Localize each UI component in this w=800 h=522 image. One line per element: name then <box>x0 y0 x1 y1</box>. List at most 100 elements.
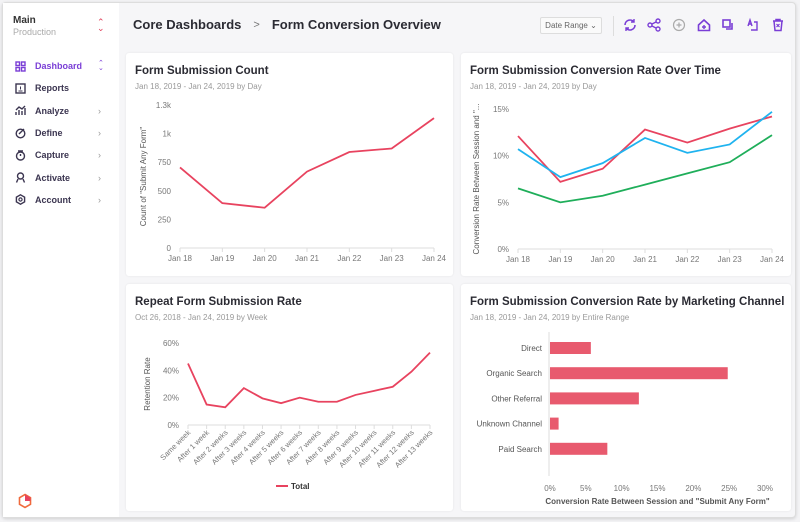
chevron-right-icon[interactable]: › <box>98 105 101 116</box>
updown-chevron-icon[interactable]: ⌃ ⌄ <box>98 60 104 73</box>
chart-subtitle: Jan 18, 2019 - Jan 24, 2019 by Day <box>470 82 597 91</box>
x-tick-label: 5% <box>580 484 592 493</box>
sidebar-item-account[interactable]: Account › <box>3 189 119 211</box>
refresh-button[interactable] <box>622 17 638 33</box>
y-tick-label: 40% <box>163 366 179 375</box>
chevron-right-icon[interactable]: › <box>98 194 101 205</box>
home-icon <box>697 18 711 32</box>
chevron-down-icon: ⌄ <box>590 21 597 30</box>
x-tick-label: Jan 24 <box>760 255 785 264</box>
chart-title: Form Submission Count <box>135 65 269 77</box>
x-tick-label: 10% <box>614 484 630 493</box>
rename-icon <box>747 17 758 31</box>
x-tick-label: Jan 22 <box>675 255 700 264</box>
bar-organic-search <box>550 367 728 380</box>
x-tick-label: 25% <box>721 484 737 493</box>
card-conversion-over-time: Form Submission Conversion Rate Over Tim… <box>461 53 791 276</box>
chart-title: Repeat Form Submission Rate <box>135 296 302 308</box>
y-tick-label: 1k <box>163 130 172 139</box>
chevron-right-icon[interactable]: › <box>98 150 101 161</box>
sidebar-item-analyze[interactable]: Analyze › <box>3 100 119 122</box>
project-name: Main <box>13 15 36 26</box>
x-tick-label: Jan 21 <box>295 254 320 263</box>
share-icon <box>647 18 661 32</box>
y-tick-label: Direct <box>521 344 543 353</box>
y-tick-label: 250 <box>158 215 172 224</box>
y-tick-label: 1.3k <box>156 101 172 110</box>
grid-icon <box>15 60 26 72</box>
y-axis-label: Retention Rate <box>143 357 152 411</box>
bar-paid-search <box>550 442 608 455</box>
y-tick-label: 500 <box>158 187 172 196</box>
bar-unknown-channel <box>550 417 559 430</box>
x-tick-label: 0% <box>544 484 556 493</box>
x-tick-label: Jan 18 <box>506 255 531 264</box>
breadcrumb-core-dashboards[interactable]: Core Dashboards <box>133 17 242 32</box>
add-button[interactable] <box>671 17 687 33</box>
date-range-label: Date Range <box>545 21 588 30</box>
y-axis-label: Count of "Submit Any Form" <box>139 127 148 227</box>
card-conversion-by-channel: Form Submission Conversion Rate by Marke… <box>461 284 791 511</box>
sidebar-item-reports[interactable]: Reports <box>3 77 119 99</box>
sidebar-item-dashboard[interactable]: Dashboard ⌃ ⌄ <box>3 55 119 77</box>
chart-subtitle: Jan 18, 2019 - Jan 24, 2019 by Day <box>135 82 262 91</box>
series-line-0 <box>187 351 431 409</box>
x-tick-label: 30% <box>757 484 773 493</box>
chart-subtitle: Jan 18, 2019 - Jan 24, 2019 by Entire Ra… <box>470 313 630 322</box>
x-tick-label: Jan 24 <box>422 254 447 263</box>
chart-subtitle: Oct 26, 2018 - Jan 24, 2019 by Week <box>135 313 268 322</box>
y-tick-label: 0% <box>167 421 179 430</box>
x-tick-label: Jan 19 <box>548 255 573 264</box>
sidebar-item-label: Reports <box>35 83 70 94</box>
project-switcher[interactable]: Main Production <box>13 15 56 37</box>
bar-other-referral <box>550 392 639 405</box>
y-axis-label: Conversion Rate Between Session and "... <box>472 104 481 255</box>
trash-button[interactable] <box>770 17 786 33</box>
sidebar-nav: Dashboard ⌃ ⌄ Reports Analyze › Define › Capture… <box>3 55 119 211</box>
chevron-right-icon[interactable]: › <box>98 128 101 139</box>
y-tick-label: Paid Search <box>498 445 542 454</box>
sidebar-item-label: Analyze <box>35 105 70 116</box>
sidebar-item-activate[interactable]: Activate › <box>3 166 119 188</box>
x-tick-label: Jan 19 <box>210 254 235 263</box>
y-tick-label: Organic Search <box>486 369 542 378</box>
capture-icon <box>15 150 26 161</box>
bar-direct <box>550 342 591 354</box>
chevron-right-icon[interactable]: › <box>98 172 101 183</box>
environment-name: Production <box>13 27 57 37</box>
sidebar-item-define[interactable]: Define › <box>3 122 119 144</box>
logo-icon <box>17 493 33 514</box>
duplicate-button[interactable] <box>720 17 736 33</box>
rename-button[interactable] <box>745 17 761 33</box>
x-axis-label: Conversion Rate Between Session and "Sub… <box>545 497 769 506</box>
sidebar-item-capture[interactable]: Capture › <box>3 144 119 166</box>
series-line-1 <box>517 111 773 179</box>
sidebar-item-label: Activate <box>35 172 71 183</box>
updown-chevron-icon[interactable]: ⌃ ⌄ <box>97 17 105 33</box>
sidebar-item-label: Capture <box>35 150 70 161</box>
y-tick-label: 60% <box>163 339 179 348</box>
chart-title: Form Submission Conversion Rate Over Tim… <box>470 65 721 77</box>
series-line-0 <box>179 117 435 209</box>
activate-icon <box>15 172 26 183</box>
y-tick-label: Other Referral <box>491 394 542 403</box>
x-tick-label: Jan 21 <box>633 255 658 264</box>
y-tick-label: 5% <box>497 198 509 207</box>
y-tick-label: 15% <box>493 105 509 114</box>
x-tick-label: Jan 18 <box>168 254 193 263</box>
trash-icon <box>773 18 783 32</box>
page-title: Form Conversion Overview <box>271 17 441 32</box>
sidebar-item-label: Dashboard <box>35 61 83 72</box>
define-icon <box>15 128 26 139</box>
breadcrumb-separator: > <box>253 19 260 31</box>
home-button[interactable] <box>696 17 712 33</box>
series-line-0 <box>517 115 773 183</box>
sidebar-item-label: Define <box>35 128 63 139</box>
date-range-dropdown[interactable]: Date Range ⌄ <box>540 17 602 34</box>
analyze-icon <box>15 105 26 116</box>
x-tick-label: Jan 20 <box>253 254 278 263</box>
share-button[interactable] <box>646 17 662 33</box>
y-tick-label: 10% <box>493 152 509 161</box>
x-tick-label: Jan 20 <box>591 255 616 264</box>
chart-title: Form Submission Conversion Rate by Marke… <box>470 296 785 308</box>
